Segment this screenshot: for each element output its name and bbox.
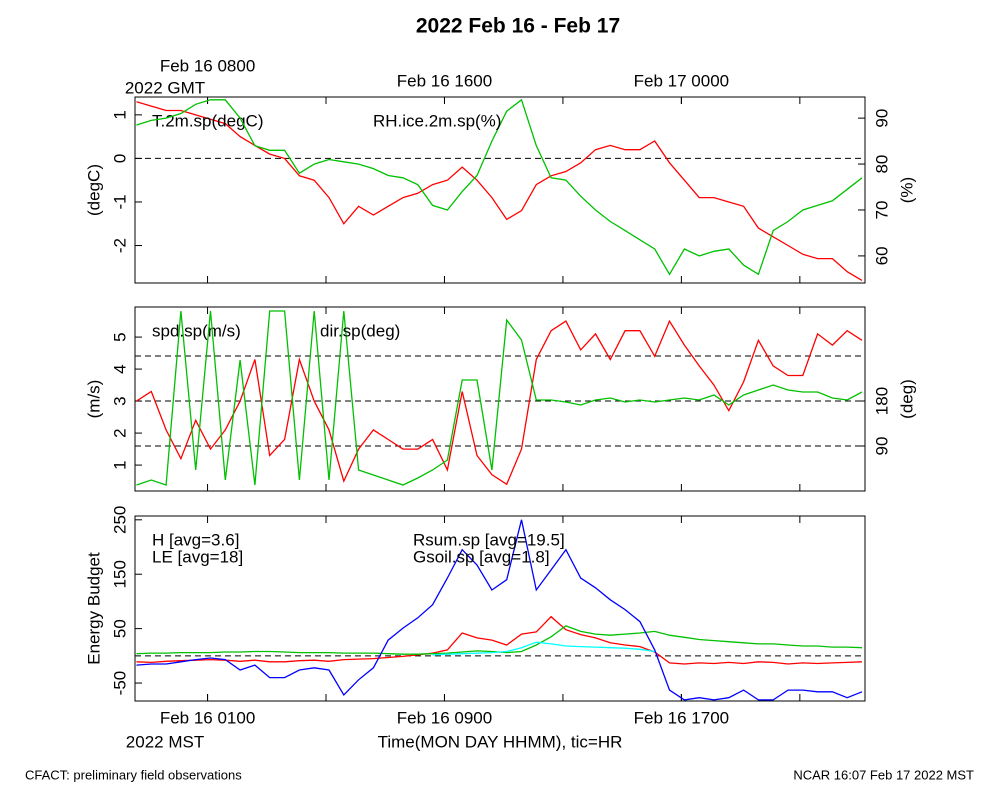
- legend-label: H [avg=3.6]: [152, 530, 239, 549]
- y-tick-label: 0: [110, 154, 129, 163]
- y-axis-label: (degC): [84, 164, 103, 216]
- y-tick-label: 1: [110, 460, 129, 469]
- footer-left: CFACT: preliminary field observations: [25, 767, 242, 782]
- y-tick-label: -1: [110, 194, 129, 209]
- x2-tick-label: Feb 17 0000: [634, 71, 729, 90]
- series-line: [136, 615, 863, 665]
- footer-right: NCAR 16:07 Feb 17 2022 MST: [793, 767, 974, 782]
- legend-label: RH.ice.2m.sp(%): [373, 111, 501, 130]
- y2-tick-label: 80: [872, 155, 891, 174]
- y-axis-label: Energy Budget: [84, 552, 103, 665]
- x-note: 2022 MST: [126, 732, 204, 751]
- y-tick-label: -50: [110, 671, 129, 696]
- y2-axis-label: (%): [897, 177, 916, 203]
- series-line: [136, 310, 863, 486]
- y-tick-label: 5: [110, 332, 129, 341]
- y2-axis-label: (deg): [897, 379, 916, 419]
- y2-tick-label: 60: [872, 246, 891, 265]
- legend-label: T.2m.sp(degC): [152, 111, 263, 130]
- y2-tick-label: 90: [872, 109, 891, 128]
- x2-note: 2022 GMT: [125, 78, 205, 97]
- plot-frame: [134, 96, 866, 284]
- y-tick-label: 250: [110, 506, 129, 534]
- legend-label: Gsoil.sp [avg=1.8]: [413, 547, 550, 566]
- legend-label: Rsum.sp [avg=19.5]: [413, 530, 565, 549]
- y2-tick-label: 180: [872, 387, 891, 415]
- x2-tick-label: Feb 16 1600: [397, 71, 492, 90]
- y-tick-label: 1: [110, 110, 129, 119]
- y-tick-label: 50: [110, 619, 129, 638]
- series-line: [136, 319, 863, 486]
- y2-tick-label: 70: [872, 201, 891, 220]
- y-tick-label: -2: [110, 238, 129, 253]
- legend-label: LE [avg=18]: [152, 547, 243, 566]
- plot-frame: [134, 515, 866, 702]
- series-line: [136, 98, 863, 276]
- x2-tick-label: Feb 16 0800: [160, 56, 255, 75]
- y-tick-label: 3: [110, 396, 129, 405]
- x-tick-label: Feb 16 1700: [634, 708, 729, 727]
- series-line: [136, 625, 863, 655]
- y2-tick-label: 90: [872, 437, 891, 456]
- legend-label: dir.sp(deg): [320, 321, 400, 340]
- legend-label: spd.sp(m/s): [152, 321, 241, 340]
- y-tick-label: 2: [110, 428, 129, 437]
- y-axis-label: (m/s): [84, 380, 103, 419]
- x-axis-label: Time(MON DAY HHMM), tic=HR: [378, 732, 623, 751]
- plot-frame: [134, 306, 866, 492]
- y-tick-label: 150: [110, 560, 129, 588]
- chart-title: 2022 Feb 16 - Feb 17: [416, 15, 620, 38]
- y-tick-label: 4: [110, 364, 129, 373]
- x-tick-label: Feb 16 0100: [160, 708, 255, 727]
- series-line: [432, 641, 655, 656]
- series-line: [136, 519, 863, 701]
- x-tick-label: Feb 16 0900: [397, 708, 492, 727]
